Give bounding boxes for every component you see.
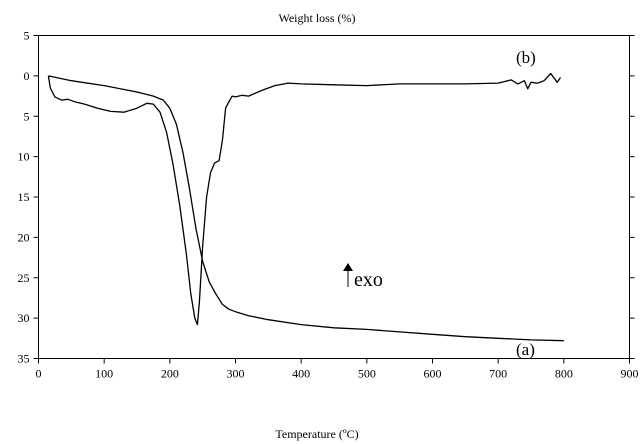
y-tick-label: 5 [24, 29, 30, 43]
x-tick-label: 0 [36, 367, 42, 381]
y-tick-label: 35 [18, 352, 30, 366]
exo-arrow-head [343, 263, 353, 271]
y-tick-label: 0 [24, 69, 30, 83]
y-tick-label: 30 [18, 311, 30, 325]
series-layer [47, 72, 564, 342]
x-tick-label: 100 [95, 367, 113, 381]
series-label-b: (b) [516, 48, 536, 67]
x-tick-label: 700 [489, 367, 507, 381]
chart-title: Weight loss (%) [278, 11, 355, 25]
x-tick-label: 800 [555, 367, 573, 381]
y-tick-label: 5 [24, 109, 30, 123]
x-tick-label: 600 [424, 367, 442, 381]
exo-label: exo [354, 269, 383, 291]
y-tick-label: 20 [18, 230, 30, 244]
series-line-a [48, 75, 564, 342]
x-tick-label: 300 [227, 367, 245, 381]
x-axis-title: Temperature (ºC) [275, 427, 358, 441]
x-axis: 0 100 200 300 400 500 600 700 800 900 [36, 358, 639, 381]
x-tick-label: 400 [292, 367, 310, 381]
y-tick-label: 25 [18, 271, 30, 285]
x-tick-label: 200 [161, 367, 179, 381]
series-label-a: (a) [516, 340, 535, 359]
y-tick-label: 15 [18, 190, 30, 204]
plot-frame [38, 35, 630, 359]
right-axis-ticks [629, 35, 635, 359]
x-tick-label: 900 [621, 367, 639, 381]
y-tick-label: 10 [18, 150, 30, 164]
y-axis: 5 0 5 10 15 20 25 30 35 [18, 29, 39, 366]
plot-area [38, 35, 630, 359]
x-tick-label: 500 [358, 367, 376, 381]
series-line-b [47, 72, 562, 326]
exo-annotation: exo [343, 263, 383, 291]
